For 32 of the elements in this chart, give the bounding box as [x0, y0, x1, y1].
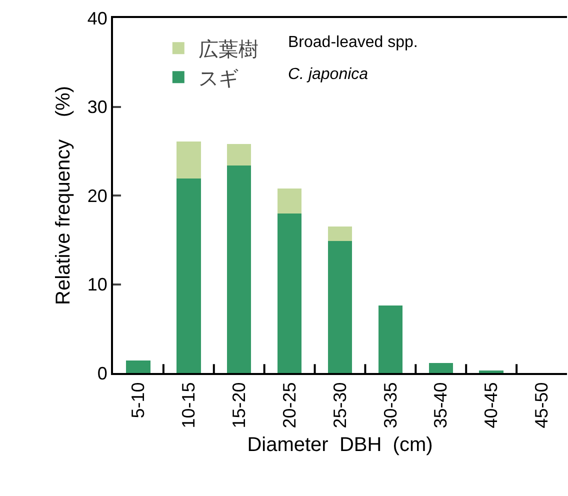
x-tick-label: 15-20 — [228, 382, 249, 428]
bar — [126, 360, 150, 373]
bar — [378, 306, 403, 373]
y-tick-label: 0 — [97, 363, 108, 384]
legend-label: スギ — [198, 68, 238, 90]
bar — [176, 141, 201, 179]
x-tick-label: 30-35 — [380, 382, 400, 428]
bar — [176, 178, 201, 373]
bar — [328, 240, 352, 373]
x-tick-label: 5-10 — [128, 382, 148, 418]
bar — [227, 144, 252, 166]
x-tick-label: 45-50 — [532, 382, 552, 428]
y-tick-label: 30 — [87, 97, 108, 118]
x-axis-title: Diameter DBH (cm) — [247, 434, 433, 456]
x-tick-label: 10-15 — [178, 382, 199, 428]
bar — [277, 188, 302, 214]
y-tick-label: 40 — [87, 8, 108, 28]
y-tick-label: 20 — [87, 186, 108, 206]
bar — [328, 226, 352, 241]
bar — [479, 370, 504, 373]
bar — [277, 213, 302, 373]
y-tick-label: 10 — [87, 274, 108, 295]
x-tick-label: 25-30 — [330, 382, 350, 428]
x-tick-label: 40-45 — [481, 382, 502, 428]
x-tick-label: 35-40 — [430, 382, 451, 428]
annotation: C. japonica — [288, 66, 368, 83]
y-axis-title: Relative frequency (%) — [52, 86, 74, 305]
annotation: Broad-leaved spp. — [288, 34, 418, 51]
x-tick-label: 20-25 — [279, 382, 300, 428]
bar — [227, 165, 252, 373]
bar — [428, 363, 453, 373]
legend-label: 広葉樹 — [198, 38, 258, 61]
